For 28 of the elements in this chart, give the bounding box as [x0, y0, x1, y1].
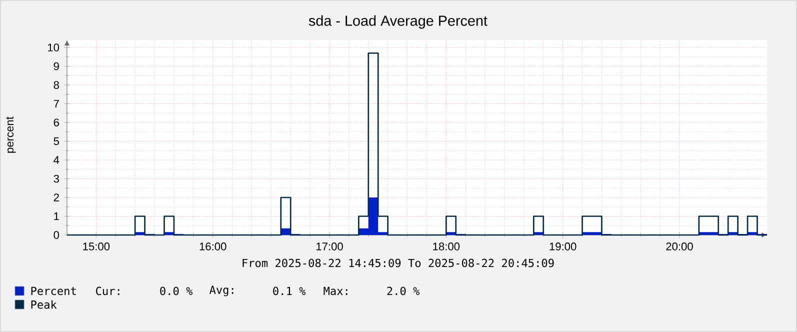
x-tick-label: 16:00: [200, 242, 226, 250]
legend-label: Percent: [31, 286, 76, 296]
text: Avg:: [209, 286, 234, 296]
x-axis-title: From 2025-08-22 14:45:09 To 2025-08-22 20:45:09: [242, 258, 554, 268]
y-tick-label: 4: [54, 156, 60, 164]
y-tick-label: 5: [54, 137, 59, 146]
text: 0.0 %: [160, 286, 193, 296]
text: Cur:: [96, 286, 120, 296]
x-tick-label: 19:00: [550, 242, 576, 250]
legend-label: Peak: [31, 300, 57, 309]
y-tick-label: 7: [54, 100, 59, 108]
x-tick-label: 20:00: [666, 242, 693, 250]
x-tick-label: 17:00: [316, 242, 343, 250]
y-tick-label: 1: [54, 212, 59, 220]
y-tick-label: 3: [54, 174, 59, 183]
y-axis-title: percent: [6, 116, 16, 153]
x-tick-label: 18:00: [433, 242, 460, 250]
chart-title: sda - Load Average Percent: [308, 15, 488, 29]
y-tick-label: 6: [54, 118, 59, 126]
y-tick-label: 0: [54, 231, 60, 239]
y-tick-label: 9: [54, 62, 59, 70]
y-tick-label: 10: [48, 44, 60, 52]
x-tick-label: 15:00: [83, 242, 110, 250]
text: 0.1 %: [273, 286, 306, 296]
y-tick-label: 8: [54, 81, 59, 89]
text: 2.0 %: [387, 286, 420, 296]
text: Max:: [324, 286, 348, 296]
y-tick-label: 2: [54, 194, 59, 202]
